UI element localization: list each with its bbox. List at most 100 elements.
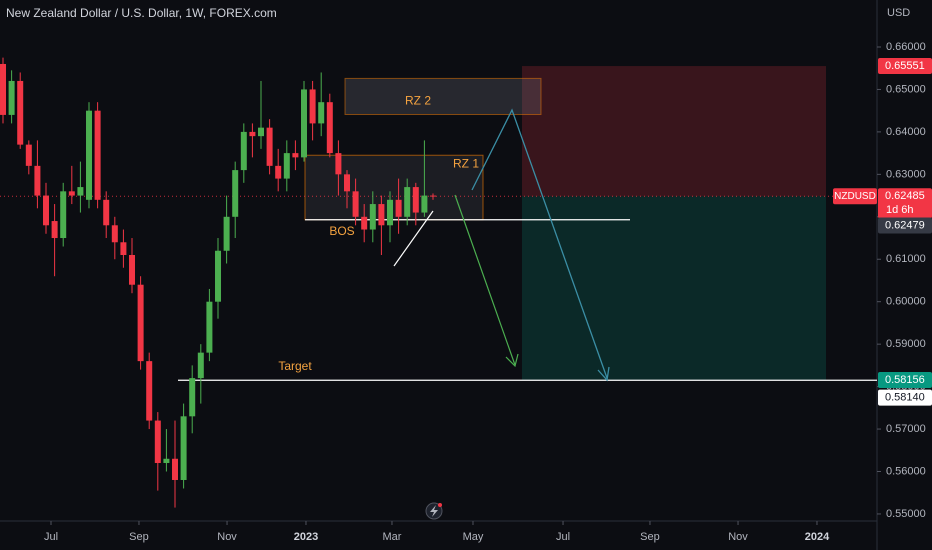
y-tick-label: 0.61000 <box>886 253 926 265</box>
candle-body <box>94 110 101 200</box>
candle-body <box>421 195 428 213</box>
symbol-label: NZDUSD <box>834 191 876 202</box>
candle-body <box>120 242 127 256</box>
x-tick-label: Nov <box>728 531 748 543</box>
level-label: Target <box>278 359 312 373</box>
projection-arrow <box>471 108 608 379</box>
candle-body <box>249 131 256 137</box>
candle-body <box>103 199 110 226</box>
candle-body <box>301 89 308 158</box>
candle-body <box>326 102 333 154</box>
y-unit: USD <box>887 7 910 19</box>
candle-body <box>8 80 15 115</box>
x-tick-label: Nov <box>217 531 237 543</box>
candle-body <box>309 89 316 124</box>
candle-body <box>232 170 239 217</box>
y-tick-label: 0.66000 <box>886 41 926 53</box>
bolt <box>430 505 438 517</box>
candle-body <box>51 221 58 239</box>
candle-body <box>404 187 411 217</box>
chart-title: New Zealand Dollar / U.S. Dollar, 1W, FO… <box>6 6 277 20</box>
symbol-box <box>833 188 877 205</box>
price-label: 0.65551 <box>885 60 925 72</box>
candle-body <box>129 255 136 285</box>
candle-body <box>386 199 393 226</box>
candle-body <box>206 301 213 353</box>
candle-body <box>111 225 118 243</box>
candle-body <box>412 187 419 213</box>
y-tick-label: 0.63000 <box>886 168 926 180</box>
y-tick-label: 0.55000 <box>886 508 926 520</box>
y-tick-label: 0.64000 <box>886 126 926 138</box>
candle-body <box>86 110 93 200</box>
candle-body <box>0 63 7 115</box>
price-label-box <box>878 217 932 234</box>
candle-body <box>163 458 170 464</box>
trend-line <box>393 210 434 267</box>
candle-body <box>197 352 204 379</box>
candle-body <box>361 216 368 230</box>
price-label: 0.58140 <box>885 392 925 404</box>
x-tick-label: Jul <box>556 531 570 543</box>
candle-body <box>154 420 161 464</box>
price-label: 0.62479 <box>885 219 925 231</box>
candle-body <box>25 144 32 166</box>
candle-body <box>172 458 179 480</box>
candle-body <box>34 165 41 196</box>
countdown: 1d 6h <box>886 204 914 216</box>
y-tick-label: 0.65000 <box>886 83 926 95</box>
y-tick-label: 0.60000 <box>886 296 926 308</box>
candle-body <box>137 284 144 362</box>
x-tick-label: 2023 <box>294 531 318 543</box>
candle-body <box>240 131 247 171</box>
price-axis: 0.660000.650000.640000.630000.620000.610… <box>44 41 932 543</box>
candle-body <box>223 216 230 251</box>
candle-body <box>266 127 273 166</box>
level-label: BOS <box>329 224 354 238</box>
candle-body <box>17 80 24 145</box>
price-label-box <box>878 371 932 388</box>
candle-body <box>292 153 299 158</box>
candle-body <box>258 127 265 137</box>
x-tick-label: Sep <box>129 531 149 543</box>
drawings-back: RZ 2 RZ 1 BOS Target <box>0 66 877 381</box>
candle-body <box>146 361 153 421</box>
news-dot <box>438 503 442 507</box>
y-tick-label: 0.59000 <box>886 338 926 350</box>
zone-label: RZ 1 <box>453 156 479 170</box>
candle-body <box>378 204 385 226</box>
y-tick-label: 0.56000 <box>886 465 926 477</box>
risk-zone <box>522 66 826 197</box>
candle-body <box>352 191 359 217</box>
candle-body <box>369 204 376 230</box>
price-label: 0.58156 <box>885 374 925 386</box>
price-label-box <box>878 188 932 219</box>
candle-body <box>215 250 222 302</box>
candle-body <box>318 102 325 124</box>
candle-body <box>429 195 436 197</box>
x-tick-label: Jul <box>44 531 58 543</box>
candles <box>0 57 436 508</box>
x-tick-label: Sep <box>640 531 660 543</box>
reward-zone <box>522 196 826 380</box>
y-tick-label: 0.57000 <box>886 423 926 435</box>
candle-body <box>283 153 290 179</box>
price-label-box <box>878 389 932 406</box>
candle-body <box>60 191 67 239</box>
x-tick-label: May <box>463 531 484 543</box>
candle-body <box>180 416 187 480</box>
price-label-box <box>878 58 932 75</box>
candle-body <box>189 378 196 417</box>
candle-body <box>68 191 75 196</box>
candle-body <box>43 195 50 226</box>
candle-body <box>395 199 402 217</box>
candle-body <box>343 174 350 192</box>
x-tick-label: 2024 <box>805 531 830 543</box>
zone-label: RZ 2 <box>405 94 431 108</box>
zone-box <box>304 154 484 221</box>
arrow-head <box>505 353 519 368</box>
candle-body <box>335 153 342 175</box>
arrow-head <box>597 366 610 382</box>
zone-box <box>344 77 542 115</box>
